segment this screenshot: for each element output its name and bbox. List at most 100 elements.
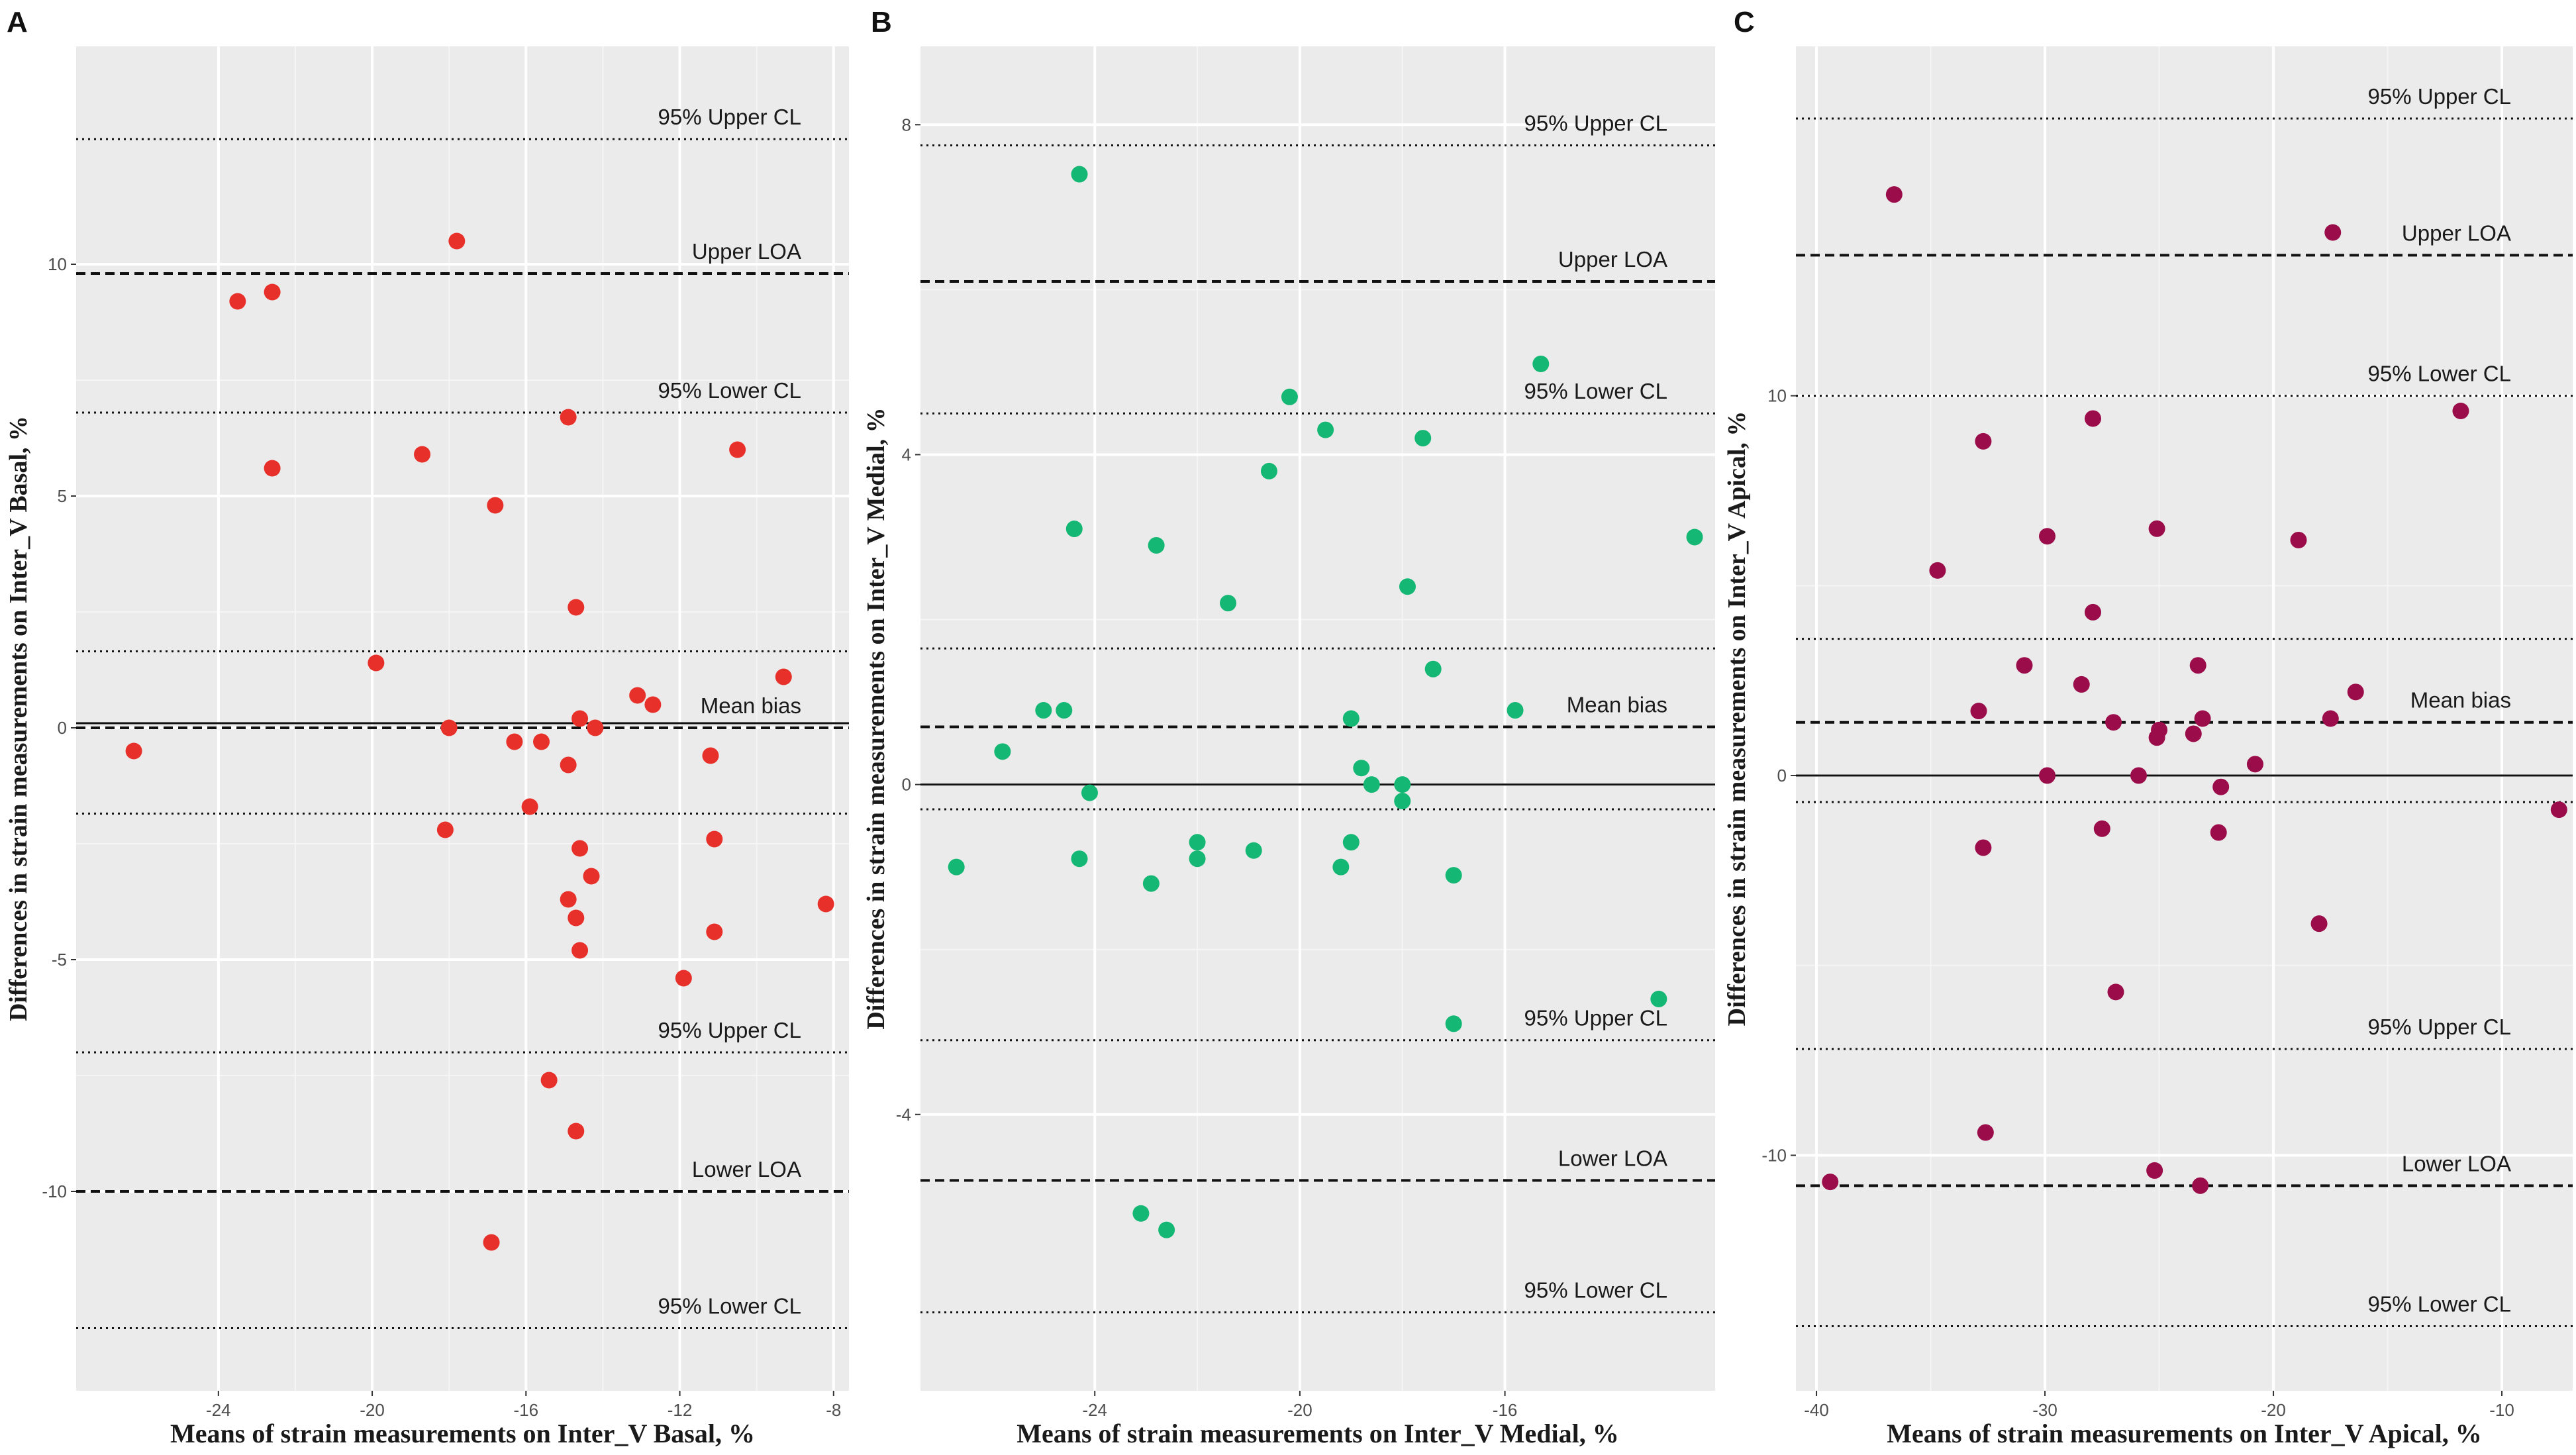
panel-b: -24 -20 -16 -4 0 4 8 95% Upper CL Upper LOA 95% L… [862, 6, 1715, 1448]
panel-a-data-point [229, 293, 246, 310]
panel-a-letter: A [7, 6, 28, 38]
panel-c-data-point [2210, 824, 2227, 841]
panel-b-annotation-95-upper-cl: 95% Upper CL [1524, 1006, 1667, 1030]
panel-c-data-point [2073, 676, 2090, 693]
panel-b-data-point [1189, 834, 1206, 851]
panel-c-data-point [2189, 657, 2206, 674]
panel-c-data-point [2194, 710, 2211, 727]
panel-b-data-point [1414, 430, 1432, 447]
panel-a-data-point [560, 409, 577, 426]
panel-b-data-point [1363, 776, 1380, 793]
panel-a-annotation-95-lower-cl: 95% Lower CL [658, 1294, 801, 1319]
panel-a-data-point [568, 1123, 585, 1140]
panel-c-data-point [1970, 703, 1987, 720]
panel-c-data-point [2310, 915, 2328, 932]
panel-c-data-point [2550, 801, 2567, 819]
panel-a-data-point [414, 446, 431, 463]
panel-b-data-point [1260, 462, 1277, 479]
panel-a-data-point [440, 719, 458, 736]
panel-c-background [1796, 46, 2573, 1391]
panel-a-data-point [706, 830, 723, 848]
panel-b-data-point [1507, 702, 1524, 719]
panel-c-data-point [2185, 725, 2202, 742]
panel-c-ytick-label: 10 [1767, 386, 1787, 406]
panel-a-annotation-95-upper-cl: 95% Upper CL [658, 105, 801, 129]
panel-c-annotation-95-upper-cl: 95% Upper CL [2368, 1015, 2511, 1039]
panel-c-ytick-label: -10 [1761, 1145, 1787, 1165]
panel-a-data-point [560, 756, 577, 774]
panel-b-data-point [1035, 702, 1052, 719]
panel-b-ytick-label: 8 [902, 115, 911, 134]
panel-a-data-point [368, 654, 385, 672]
panel-c-annotation-95-lower-cl: 95% Lower CL [2368, 1292, 2511, 1317]
panel-c-data-point [1975, 432, 1992, 450]
panel-b-annotation-lower-loa: Lower LOA [1558, 1146, 1667, 1170]
panel-c-letter: C [1734, 6, 1755, 38]
panel-c-x-axis-label: Means of strain measurements on Inter_V … [1887, 1419, 2481, 1448]
panel-b-annotation-upper-loa: Upper LOA [1558, 247, 1667, 272]
panel-a-data-point [125, 742, 142, 760]
panel-c-ytick-label: 0 [1777, 766, 1787, 785]
panel-a-data-point [629, 687, 646, 704]
panel-b-data-point [1081, 784, 1098, 801]
panel-b-data-point [994, 743, 1011, 760]
panel-a-annotation-95-upper-cl: 95% Upper CL [658, 1018, 801, 1042]
panel-b-data-point [1142, 875, 1160, 892]
panel-a-data-point [571, 840, 589, 857]
panel-c-xtick-label: -30 [2032, 1400, 2057, 1420]
panel-b-ytick-label: -4 [896, 1105, 911, 1125]
panel-a-data-point [521, 798, 538, 815]
panel-a-data-point [644, 696, 662, 713]
panel-a-data-point [583, 868, 600, 885]
panel-b-data-point [1394, 793, 1411, 810]
panel-c-data-point [1975, 839, 1992, 856]
panel-c-data-point [2322, 710, 2339, 727]
panel-b-data-point [1332, 858, 1350, 876]
panel-c-data-point [2212, 778, 2230, 795]
panel-b-data-point [948, 858, 965, 876]
panel-b-data-point [1245, 842, 1262, 859]
panel-c-data-point [2039, 767, 2056, 784]
panel-c-data-point [2148, 520, 2165, 537]
panel-a-x-axis-label: Means of strain measurements on Inter_V … [170, 1419, 755, 1448]
panel-b-annotation-95-lower-cl: 95% Lower CL [1524, 1278, 1667, 1303]
panel-a-data-point [448, 232, 466, 250]
panel-a-data-point [817, 895, 834, 913]
panel-a-xtick-label: -16 [514, 1400, 539, 1420]
panel-b-y-axis-label: Differences in strain measurements on In… [862, 407, 890, 1029]
panel-c-annotation-upper-loa: Upper LOA [2402, 221, 2511, 245]
panel-c-data-point [2085, 603, 2101, 621]
panel-c-data-point [2246, 756, 2263, 773]
panel-a-annotation-mean-bias: Mean bias [701, 693, 801, 718]
panel-c-data-point [2452, 403, 2469, 420]
panel-b-data-point [1220, 595, 1237, 612]
panel-a-data-point [702, 747, 719, 764]
panel-a-annotation-lower-loa: Lower LOA [692, 1157, 801, 1181]
panel-c-annotation-mean-bias: Mean bias [2410, 688, 2511, 713]
panel-a-data-point [571, 710, 589, 727]
panel-b-xtick-label: -24 [1082, 1400, 1107, 1420]
panel-c-annotation-95-lower-cl: 95% Lower CL [2368, 362, 2511, 386]
panel-b-data-point [1148, 536, 1165, 554]
panel-b-data-point [1532, 355, 1550, 372]
panel-a-data-point [487, 497, 504, 514]
panel-a-ytick-label: 10 [48, 254, 67, 274]
panel-a-xtick-label: -24 [206, 1400, 231, 1420]
panel-a-data-point [775, 668, 792, 685]
panel-c-data-point [2290, 531, 2307, 548]
panel-c-y-axis-label: Differences in strain measurements on In… [1723, 411, 1751, 1027]
panel-b-data-point [1056, 702, 1073, 719]
panel-a-data-point [560, 891, 577, 908]
panel-c-data-point [2347, 683, 2364, 701]
panel-c-xtick-label: -20 [2261, 1400, 2286, 1420]
panel-a-data-point [264, 283, 281, 301]
panel-a-xtick-label: -12 [668, 1400, 693, 1420]
panel-b-annotation-95-upper-cl: 95% Upper CL [1524, 111, 1667, 135]
panel-c-data-point [2039, 528, 2056, 545]
panel-a-background [76, 46, 849, 1391]
panel-b-data-point [1158, 1221, 1175, 1238]
panel-c-annotation-95-upper-cl: 95% Upper CL [2368, 84, 2511, 109]
panel-b-data-point [1424, 660, 1442, 677]
